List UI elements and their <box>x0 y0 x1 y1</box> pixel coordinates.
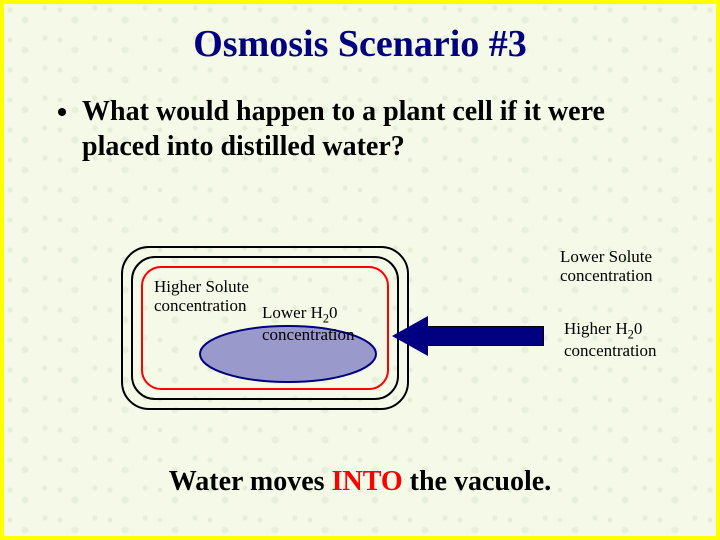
label-inside-solute: Higher Solute concentration <box>154 278 249 315</box>
label-line: Lower H20 <box>262 304 355 326</box>
label-line: concentration <box>154 297 249 316</box>
conclusion-after: the vacuole. <box>403 466 552 497</box>
label-line: concentration <box>564 342 657 361</box>
label-line: Higher H20 <box>564 320 657 342</box>
label-line: Higher Solute <box>154 278 249 297</box>
bullet-item: What would happen to a plant cell if it … <box>58 94 676 164</box>
label-outside-solute: Lower Solute concentration <box>560 248 653 285</box>
slide-title: Osmosis Scenario #3 <box>4 22 716 66</box>
conclusion-text: Water moves INTO the vacuole. <box>4 466 716 498</box>
conclusion-before: Water moves <box>169 466 332 497</box>
label-outside-h2o: Higher H20 concentration <box>564 320 657 361</box>
label-line: concentration <box>560 267 653 286</box>
label-line: Lower Solute <box>560 248 653 267</box>
conclusion-highlight: INTO <box>332 466 403 497</box>
label-inside-h2o: Lower H20 concentration <box>262 304 355 345</box>
label-line: concentration <box>262 326 355 345</box>
question-text: What would happen to a plant cell if it … <box>82 94 676 164</box>
diagram: Higher Solute concentration Lower H20 co… <box>4 234 716 434</box>
bullet-dot-icon <box>58 108 66 116</box>
